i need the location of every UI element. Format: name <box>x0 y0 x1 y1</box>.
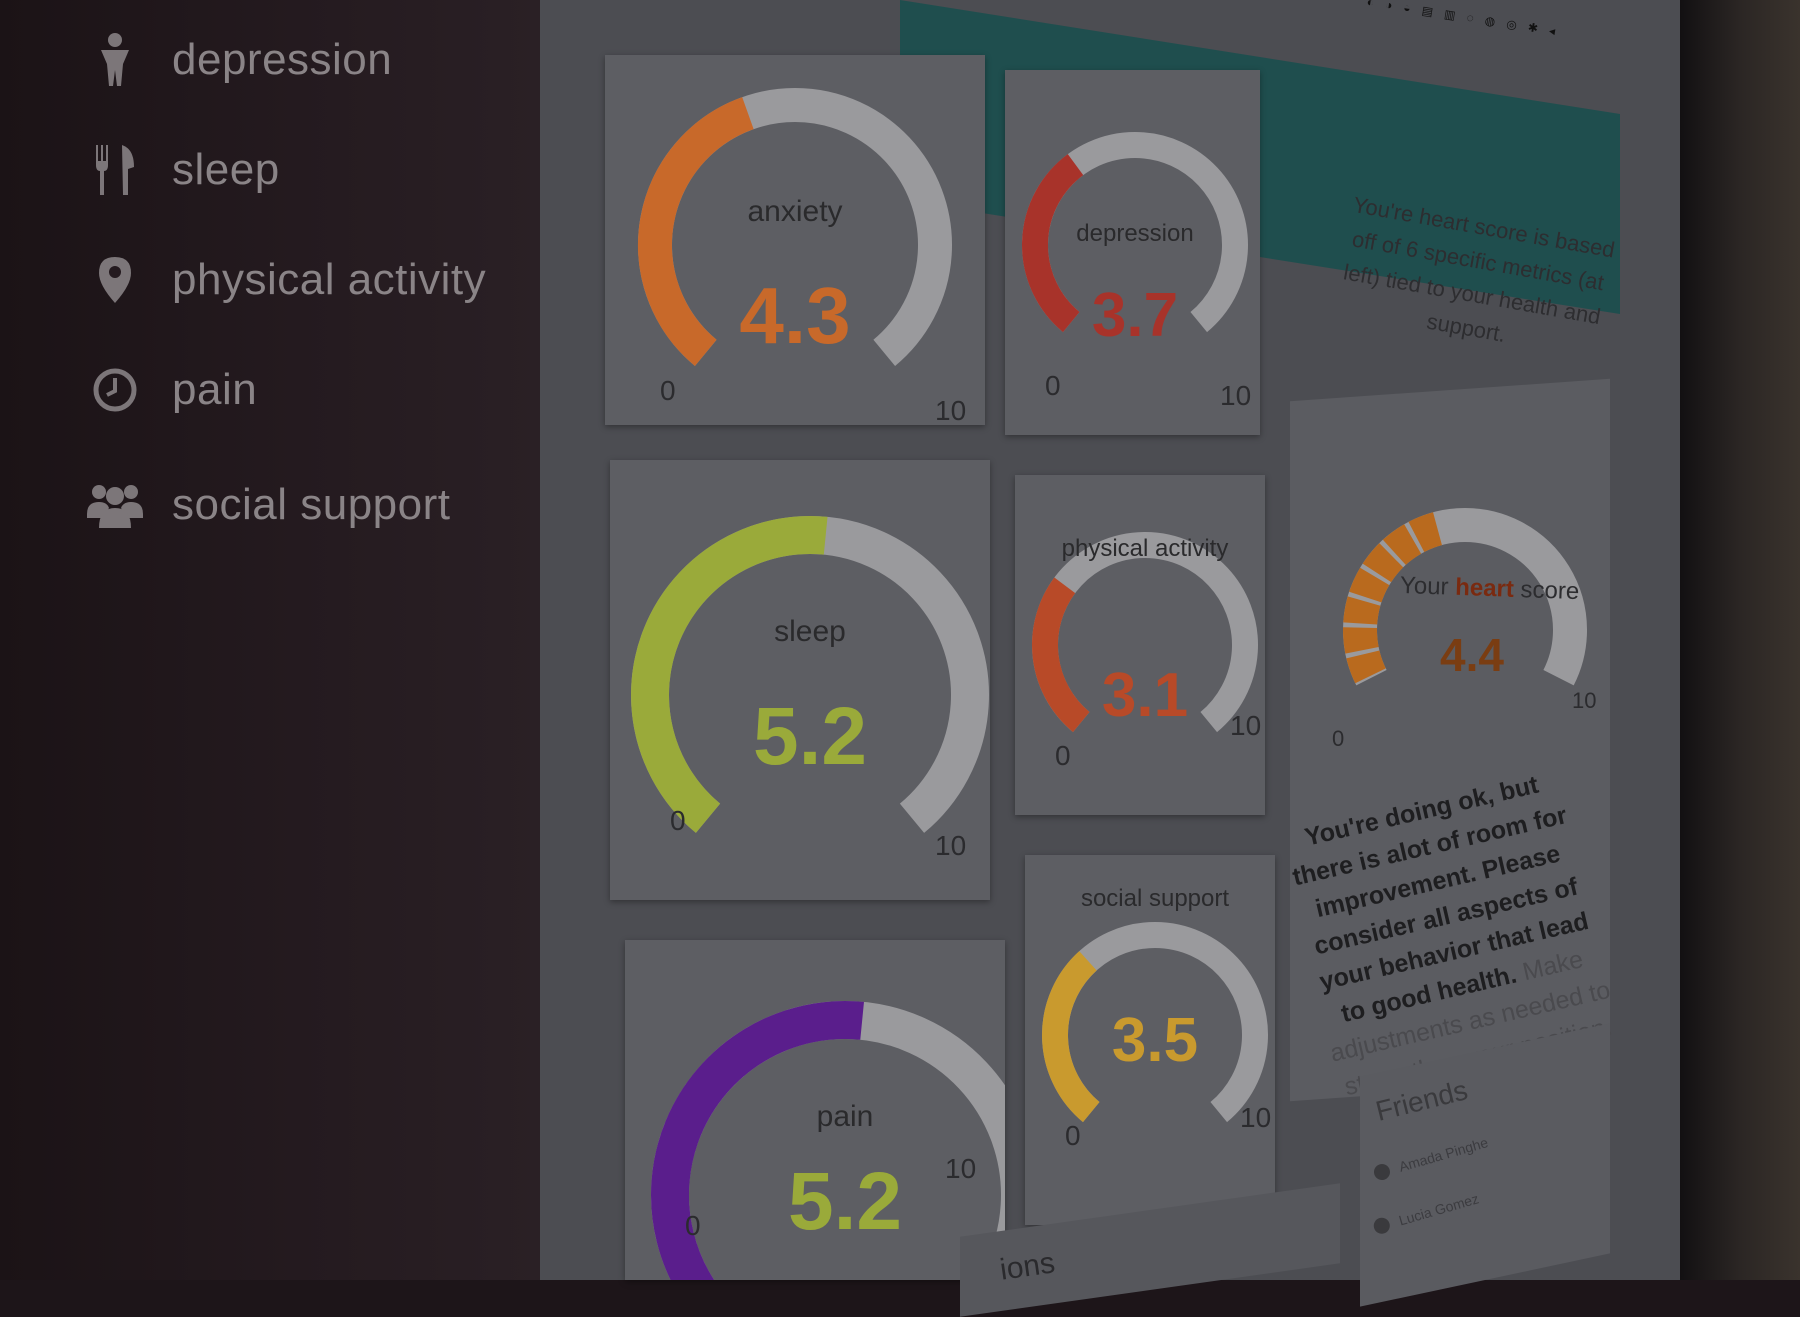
sidebar-item-label: physical activity <box>172 255 487 304</box>
heart-label-highlight: heart <box>1454 573 1515 603</box>
gauge-fill <box>631 516 828 833</box>
gauge-max: 10 <box>935 395 967 426</box>
gauge-value: 5.2 <box>753 691 867 782</box>
gauge-card-depression[interactable]: depression 3.7 0 10 <box>1005 70 1260 435</box>
heart-score-gauge <box>1343 508 1587 686</box>
gauge-value: 3.1 <box>1101 661 1189 730</box>
gauge-depression <box>1022 132 1248 333</box>
gauge-label: physical activity <box>1061 535 1229 562</box>
gauge-min: 0 <box>685 1210 701 1241</box>
heart-gauge-segment <box>1362 543 1404 583</box>
gauge-card-pain[interactable]: pain 5.2 0 10 <box>625 940 1005 1280</box>
gauge-card-physical-activity[interactable]: physical activity 3.1 0 10 <box>1015 475 1265 815</box>
gauge-anxiety <box>638 88 952 366</box>
heart-score-max: 10 <box>1572 688 1597 713</box>
gauge-physical-activity <box>1032 532 1258 733</box>
sidebar-item-pain[interactable]: pain <box>80 360 257 420</box>
gauge-label: social support <box>1080 885 1230 912</box>
gauge-fill <box>1032 577 1090 733</box>
gauge-value: 4.3 <box>739 271 851 360</box>
gauge-value: 3.5 <box>1111 1006 1199 1075</box>
gauge-value: 3.7 <box>1091 281 1179 350</box>
heart-gauge-segment <box>1343 627 1379 654</box>
gauge-fill <box>638 97 754 366</box>
fork-knife-icon <box>80 140 150 200</box>
gauge-fill <box>1042 951 1100 1123</box>
clock-icon <box>80 360 150 420</box>
group-icon <box>80 475 150 535</box>
gauge-min: 0 <box>670 805 686 836</box>
gauge-max: 10 <box>1240 1102 1272 1133</box>
heart-gauge-segment <box>1408 512 1443 553</box>
gauge-min: 0 <box>1055 740 1071 771</box>
gauge-label: sleep <box>774 615 846 648</box>
gauge-label: anxiety <box>747 195 843 228</box>
gauge-max: 10 <box>945 1153 977 1184</box>
heart-score-value: 4.4 <box>1440 629 1504 681</box>
gauge-max: 10 <box>1230 710 1262 741</box>
gauge-social-support <box>1042 922 1268 1123</box>
gauge-card-sleep[interactable]: sleep 5.2 0 10 <box>610 460 990 900</box>
sidebar-item-sleep[interactable]: sleep <box>80 140 280 200</box>
sidebar-item-label: depression <box>172 35 393 84</box>
sidebar-item-social-support[interactable]: social support <box>80 475 450 535</box>
gauge-pain <box>651 1001 1005 1280</box>
sidebar: depression sleep physical activity pain … <box>0 0 540 1280</box>
heart-gauge-segment <box>1349 567 1390 603</box>
heart-label-prefix: Your <box>1399 571 1450 601</box>
gauge-max: 10 <box>935 830 967 861</box>
gauge-max: 10 <box>1220 380 1252 411</box>
gauge-label: pain <box>816 1100 874 1133</box>
gauge-label: depression <box>1076 220 1194 247</box>
heart-gauge-segment <box>1343 596 1381 625</box>
heart-gauge-segment <box>1382 524 1422 566</box>
sidebar-item-label: social support <box>172 480 451 529</box>
gauge-fill <box>651 1001 864 1280</box>
heart-label-suffix: score <box>1520 576 1580 606</box>
person-icon <box>80 30 150 90</box>
gauge-min: 0 <box>1045 370 1061 401</box>
map-pin-icon <box>80 250 150 310</box>
gauge-min: 0 <box>1065 1120 1081 1151</box>
gauge-sleep <box>631 516 989 833</box>
sidebar-item-physical-activity[interactable]: physical activity <box>80 250 486 310</box>
gauge-card-social-support[interactable]: social support 3.5 0 10 <box>1025 855 1275 1225</box>
heart-score-min: 0 <box>1332 726 1345 751</box>
gauge-card-anxiety[interactable]: anxiety 4.3 0 10 <box>605 55 985 426</box>
gauge-fill <box>1022 154 1084 333</box>
gauge-value: 5.2 <box>788 1156 902 1247</box>
sidebar-item-label: sleep <box>172 145 280 194</box>
gauge-min: 0 <box>660 375 676 406</box>
heart-gauge-segment <box>1346 650 1386 684</box>
sidebar-item-depression[interactable]: depression <box>80 30 392 90</box>
laptop-bezel <box>1680 0 1800 1280</box>
sidebar-item-label: pain <box>172 365 258 414</box>
